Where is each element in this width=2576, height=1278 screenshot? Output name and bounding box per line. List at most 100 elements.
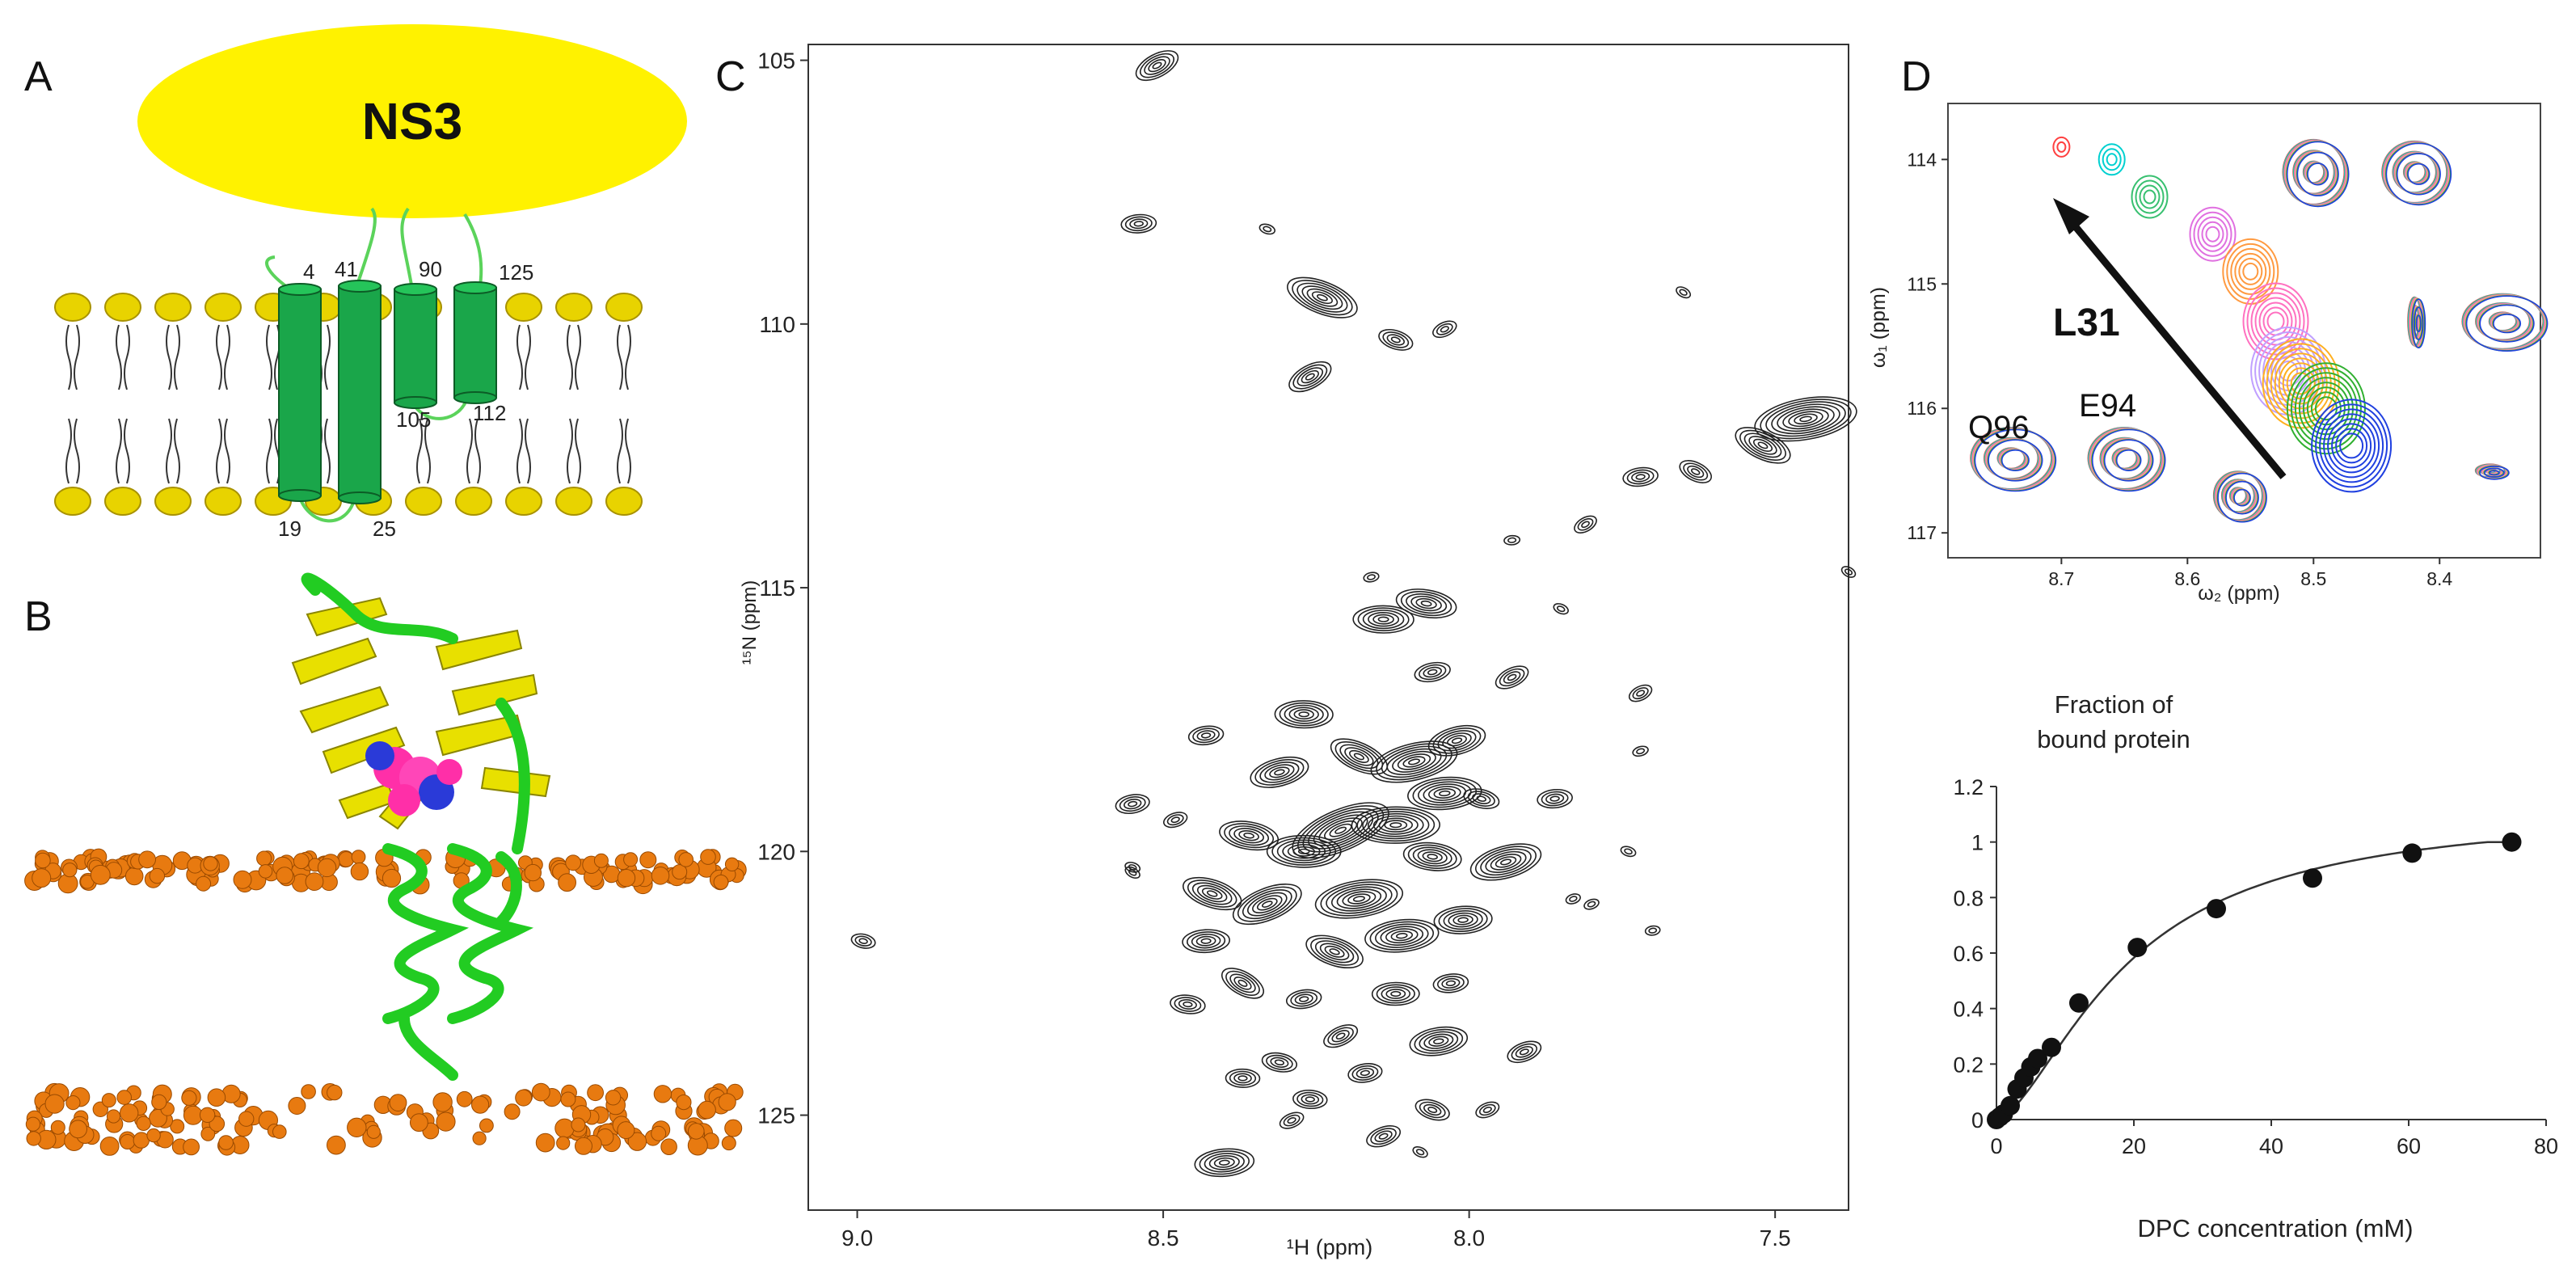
lipid-sphere (471, 1095, 490, 1114)
chart-point (2502, 832, 2522, 852)
lipid-sphere (472, 1131, 487, 1145)
lipid-sphere (575, 1137, 592, 1155)
hsqc-peak (1366, 1125, 1402, 1148)
residue-25: 25 (373, 517, 396, 541)
hsqc-peak (1330, 738, 1388, 775)
lipid-sphere (65, 1095, 81, 1111)
lipid-sphere (436, 1111, 456, 1132)
hsqc-peak (1258, 223, 1276, 235)
lipid-sphere (199, 1107, 216, 1124)
chart-x-tick: 80 (2534, 1134, 2558, 1158)
lipid-head (505, 487, 542, 516)
hsqc-peak (1292, 1089, 1328, 1110)
lipid-sphere (713, 874, 729, 890)
lipid-sphere (724, 857, 740, 872)
lipid-sphere (366, 1124, 381, 1139)
lipid-sphere (25, 1116, 41, 1132)
fit-curve (1996, 841, 2512, 1121)
lipid-tail (474, 418, 481, 484)
lipid-sphere (651, 867, 670, 885)
hsqc-peak (1412, 1145, 1428, 1158)
residue-numbers: 4 41 90 125 19 25 105 112 (278, 257, 533, 541)
lipid-sphere (305, 872, 324, 891)
titration-y-tick: 116 (1907, 398, 1937, 419)
panel-d-letter: D (1901, 53, 1932, 100)
chart-y-tick: 0 (1971, 1108, 1984, 1132)
lipid-sphere (327, 1135, 346, 1155)
lipid-sphere (120, 1134, 136, 1149)
lipid-sphere (698, 1100, 716, 1120)
hsqc-peak (1371, 981, 1420, 1006)
titration-x-ticks: 8.7 8.6 8.5 8.4 (2048, 558, 2452, 589)
hsqc-peak (1183, 876, 1242, 911)
lipid-sphere (233, 870, 252, 889)
hsqc-peak (1475, 1101, 1500, 1119)
hsqc-y-tick: 120 (757, 839, 795, 864)
lipid-tail (224, 418, 230, 484)
lipid-sphere (136, 1116, 151, 1132)
titration-x-label: ω₂ (ppm) (2198, 582, 2279, 605)
hsqc-peak (1679, 460, 1713, 483)
lipid-sphere (410, 1113, 428, 1132)
hsqc-peak (1644, 925, 1661, 936)
hsqc-peak (1187, 725, 1225, 746)
hsqc-y-tick: 115 (759, 576, 795, 601)
chart-y-tick: 0.6 (1953, 942, 1984, 966)
hsqc-peak (1194, 1148, 1255, 1178)
hsqc-peak (1565, 893, 1581, 905)
lipid-tail (216, 324, 222, 390)
panel-a: A NS3 4 41 (24, 24, 687, 541)
lipid-sphere (90, 864, 111, 885)
hsqc-peak (1323, 1024, 1359, 1048)
stationary-peak (2212, 470, 2267, 523)
lipid-sphere (200, 1126, 216, 1141)
hsqc-peak (1363, 572, 1380, 583)
lipid-sphere (203, 856, 218, 871)
lipid-head (555, 487, 592, 516)
lipid-sphere (627, 1132, 647, 1151)
lipid-sphere (238, 1111, 255, 1127)
lipid-head (605, 293, 643, 322)
lipid-sphere (524, 863, 542, 882)
lipid-sphere (293, 853, 310, 870)
lipid-sphere (207, 1088, 226, 1107)
residue-125: 125 (499, 260, 533, 285)
titration-x-tick: 8.5 (2300, 568, 2326, 589)
lipid-sphere (678, 852, 694, 867)
chart-y-ticks: 0 0.2 0.4 0.6 0.8 1 1.2 (1953, 775, 1996, 1132)
shift-arrow (2053, 198, 2287, 479)
titration-y-ticks: 114 115 116 117 (1907, 149, 1948, 543)
lipid-sphere (116, 1090, 132, 1105)
stationary-peak (1970, 426, 2057, 492)
lipid-tail (324, 418, 331, 484)
hsqc-peak (1735, 427, 1791, 464)
membrane-loops (265, 207, 483, 523)
hsqc-peak (1314, 879, 1404, 919)
hsqc-y-tick: 105 (757, 49, 795, 74)
stationary-peak (2381, 140, 2452, 206)
hsqc-peak (1432, 320, 1457, 339)
lipid-sphere (350, 862, 369, 881)
titration-y-tick: 115 (1907, 273, 1937, 294)
chart-point (2127, 938, 2148, 958)
hsqc-x-tick: 8.5 (1148, 1225, 1179, 1251)
lipid-sphere (317, 858, 337, 878)
ligand (365, 741, 462, 816)
hsqc-peak (1676, 286, 1692, 299)
hsqc-peak (1352, 605, 1414, 634)
titration-y-label: ω₁ (ppm) (1867, 287, 1890, 368)
lipid-sphere (617, 1121, 635, 1140)
residue-4: 4 (303, 259, 314, 284)
hsqc-x-tick: 7.5 (1760, 1225, 1791, 1251)
lipid-sphere (149, 867, 166, 884)
lipid-sphere (32, 868, 52, 888)
hsqc-x-ticks: 9.0 8.5 8.0 7.5 (841, 1210, 1791, 1251)
lipid-sphere (560, 1091, 576, 1107)
stationary-peak (2461, 293, 2549, 352)
lipid-sphere (50, 1120, 65, 1135)
chart-x-ticks: 0 20 40 60 80 (1990, 1120, 2558, 1158)
lipid-sphere (556, 1136, 571, 1150)
panel-a-letter: A (24, 53, 53, 100)
